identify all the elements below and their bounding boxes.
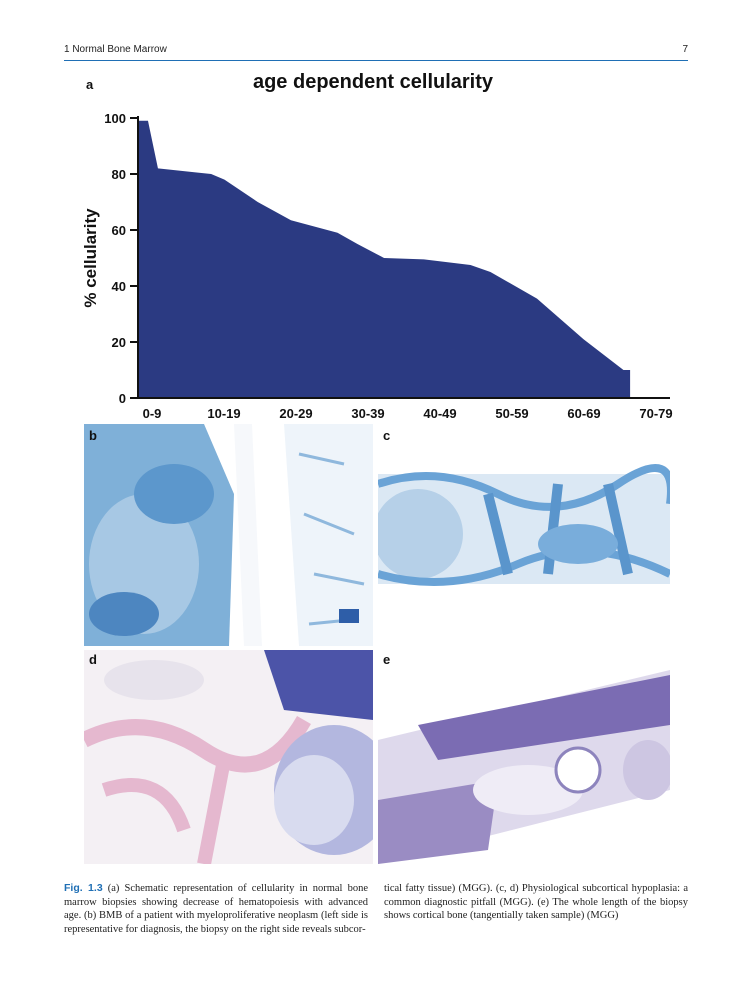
micrograph-c-image (378, 424, 670, 646)
micrograph-e-image (378, 650, 670, 864)
cellularity-area (138, 120, 631, 399)
panel-letter-a: a (86, 77, 94, 92)
micrograph-panel-d: d (84, 650, 373, 864)
figure-caption-col1: Fig. 1.3 (a) Schematic representation of… (64, 882, 368, 936)
y-tick-label: 20 (112, 335, 126, 350)
panel-letter-b: b (89, 428, 97, 443)
panel-letter-d: d (89, 652, 97, 667)
x-tick-label: 50-59 (495, 406, 528, 421)
micrograph-d-image (84, 650, 373, 864)
cellularity-chart: a age dependent cellularity % cellularit… (81, 71, 673, 421)
x-tick-label: 10-19 (207, 406, 240, 421)
x-tick-label: 0-9 (143, 406, 162, 421)
x-tick-label: 60-69 (567, 406, 600, 421)
y-axis-label: % cellularity (81, 208, 100, 308)
caption-text-col1: (a) Schematic representation of cellular… (64, 883, 368, 935)
x-ticks: 0-9 10-19 20-29 30-39 40-49 50-59 60-69 70-79 (143, 406, 673, 421)
y-tick-label: 60 (112, 223, 126, 238)
figure-caption-col2: tical fatty tissue) (MGG). (c, d) Physio… (384, 882, 688, 923)
chart-title: age dependent cellularity (253, 71, 494, 93)
x-tick-label: 40-49 (423, 406, 456, 421)
micrograph-b-image (84, 424, 373, 646)
panel-letter-c: c (383, 428, 391, 443)
y-tick-label: 100 (104, 111, 126, 126)
chapter-title: 1 Normal Bone Marrow (64, 44, 167, 55)
figure-label: Fig. 1.3 (64, 882, 103, 894)
micrograph-panel-b: b (84, 424, 373, 646)
y-tick-label: 0 (119, 391, 126, 406)
page-number: 7 (682, 44, 688, 55)
y-tick-label: 80 (112, 167, 126, 182)
x-tick-label: 30-39 (351, 406, 384, 421)
y-ticks: 0 20 40 60 80 100 (104, 111, 138, 406)
micrograph-panel-e: e (378, 650, 670, 864)
caption-text-col2: tical fatty tissue) (MGG). (c, d) Physio… (384, 883, 688, 921)
header-rule (64, 60, 688, 61)
panel-letter-e: e (383, 652, 391, 667)
micrograph-panel-c: c (378, 424, 670, 646)
running-header: 1 Normal Bone Marrow 7 (64, 44, 688, 60)
x-tick-label: 20-29 (279, 406, 312, 421)
y-tick-label: 40 (112, 279, 126, 294)
x-tick-label: 70-79 (639, 406, 672, 421)
